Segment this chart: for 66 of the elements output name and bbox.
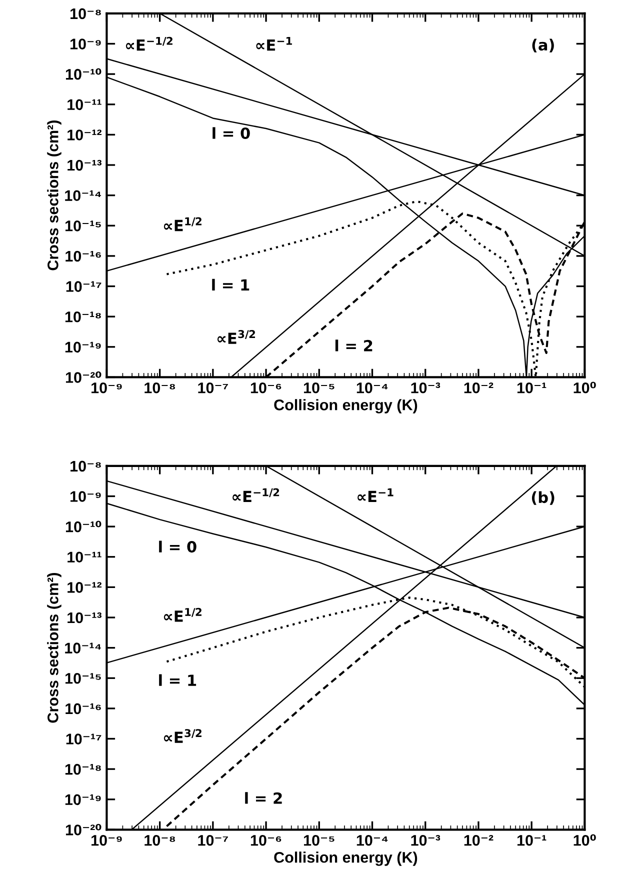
annotation: ∝E$^{3/2}$ [164, 729, 202, 743]
y-tick-label: 10⁻¹³ [68, 160, 102, 171]
annotation: (a) [532, 38, 554, 52]
y-tick-label: 10⁻¹⁵ [65, 672, 101, 684]
x-axis-title: Collision energy (K) [274, 852, 418, 866]
annotation: l = 2 [335, 340, 372, 352]
y-tick-label: 10⁻¹¹ [68, 552, 102, 563]
x-tick-label: 10⁻² [464, 834, 494, 846]
y-tick-label: 10⁻¹⁸ [65, 311, 101, 322]
x-tick-label: 10⁻⁷ [198, 834, 228, 846]
x-tick-label: 10⁻⁸ [144, 834, 176, 846]
y-tick-label: 10⁻¹⁹ [65, 794, 101, 806]
x-tick-label: 10⁻³ [411, 834, 440, 846]
y-tick-label: 10⁻¹⁶ [66, 703, 101, 714]
annotation: ∝E$^{3/2}$ [217, 330, 255, 344]
y-tick-label: 10⁻⁸ [70, 460, 101, 472]
y-tick-label: 10⁻²⁰ [66, 371, 102, 383]
annotation: ∝E$^{1/2}$ [164, 217, 202, 232]
annotation: ∝E$^{−1}$ [256, 37, 292, 51]
annotation: l = 0 [212, 127, 250, 140]
x-tick-label: 10⁻⁵ [304, 382, 334, 394]
y-tick-label: 10⁻¹⁸ [65, 764, 101, 775]
annotation: ∝E$^{−1/2}$ [126, 36, 172, 51]
annotation: l = 1 [212, 278, 250, 290]
x-tick-label: 10⁻⁷ [198, 382, 228, 394]
annotation: l = 0 [159, 540, 196, 553]
y-tick-label: 10⁻¹² [68, 582, 102, 593]
x-tick-label: 10⁻⁹ [92, 382, 122, 394]
y-tick-label: 10⁻¹⁵ [65, 220, 101, 232]
y-tick-label: 10⁻¹³ [68, 612, 102, 624]
y-tick-label: 10⁻⁸ [70, 8, 101, 20]
x-tick-label: 10⁰ [574, 382, 596, 394]
x-axis-title: Collision energy (K) [274, 399, 418, 414]
x-tick-label: 10⁻¹ [517, 834, 546, 846]
annotation: (b) [532, 491, 554, 505]
y-tick-label: 10⁻⁹ [70, 491, 101, 502]
y-tick-label: 10⁻¹⁴ [65, 190, 101, 202]
y-tick-label: 10⁻⁹ [70, 38, 101, 50]
y-tick-label: 10⁻²⁰ [66, 824, 102, 836]
annotation: l = 2 [245, 792, 282, 804]
y-tick-label: 10⁻¹⁷ [66, 734, 102, 744]
y-tick-label: 10⁻¹⁹ [65, 342, 101, 353]
y-tick-label: 10⁻¹⁴ [65, 642, 101, 654]
x-tick-label: 10⁻⁴ [356, 834, 388, 846]
x-tick-label: 10⁻⁶ [250, 834, 282, 846]
y-axis-title: Cross sections (cm²) [47, 573, 62, 723]
y-tick-label: 10⁻¹⁰ [66, 68, 102, 80]
x-tick-label: 10⁻⁹ [92, 834, 122, 846]
x-tick-label: 10⁻⁶ [250, 382, 282, 394]
x-tick-label: 10⁻⁵ [304, 834, 334, 846]
annotation: ∝E$^{1/2}$ [164, 608, 202, 622]
y-tick-label: 10⁻¹⁶ [66, 250, 101, 262]
y-tick-label: 10⁻¹⁷ [66, 281, 102, 292]
x-tick-label: 10⁻¹ [517, 382, 546, 394]
x-tick-label: 10⁻⁸ [144, 382, 176, 394]
x-tick-label: 10⁻² [464, 382, 494, 394]
annotation: l = 1 [159, 674, 196, 686]
annotation: ∝E$^{−1}$ [358, 488, 394, 502]
y-tick-label: 10⁻¹² [68, 130, 102, 140]
y-tick-label: 10⁻¹¹ [68, 99, 102, 110]
x-tick-label: 10⁻⁴ [356, 382, 388, 394]
x-tick-label: 10⁰ [574, 834, 596, 846]
annotation: ∝E$^{−1/2}$ [232, 488, 280, 502]
y-tick-label: 10⁻¹⁰ [66, 520, 102, 532]
x-tick-label: 10⁻³ [411, 382, 440, 394]
y-axis-title: Cross sections (cm²) [47, 120, 62, 270]
